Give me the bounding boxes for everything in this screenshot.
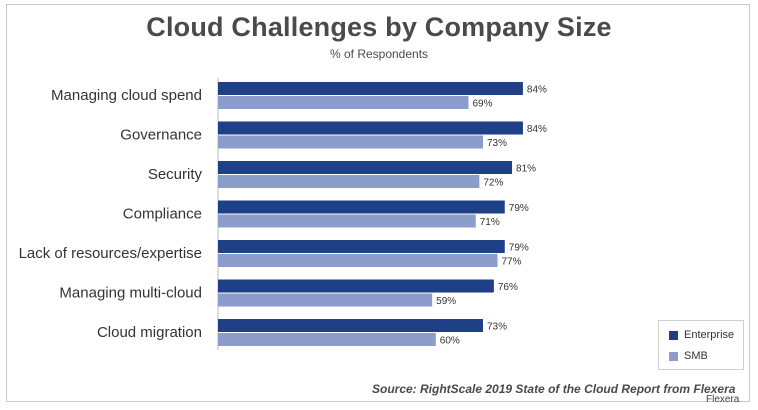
data-label-enterprise: 79% [509, 243, 529, 254]
chart-subtitle: % of Respondents [329, 47, 429, 61]
bar-enterprise [218, 82, 523, 95]
data-label-smb: 77% [502, 257, 522, 268]
category-label: Managing cloud spend [51, 87, 202, 104]
bar-smb [218, 96, 469, 109]
bar-smb [218, 254, 498, 267]
data-label-smb: 69% [472, 99, 492, 110]
category-label: Managing multi-cloud [59, 285, 202, 302]
data-label-smb: 71% [480, 217, 500, 228]
data-label-smb: 72% [483, 178, 503, 189]
category-label: Security [148, 166, 203, 183]
data-label-smb: 59% [436, 296, 456, 307]
category-label: Governance [120, 127, 202, 144]
bar-smb [218, 135, 483, 149]
chart-legend: Enterprise SMB [658, 320, 744, 370]
bar-enterprise [218, 121, 523, 135]
data-label-smb: 60% [440, 336, 460, 347]
data-label-smb: 73% [487, 138, 507, 149]
source-note: Source: RightScale 2019 State of the Clo… [372, 382, 736, 396]
watermark: Flexera [706, 394, 740, 405]
legend-label-enterprise: Enterprise [684, 329, 735, 341]
bar-smb [218, 175, 480, 188]
category-label: Lack of resources/expertise [19, 245, 202, 262]
data-label-enterprise: 73% [487, 322, 507, 333]
bar-enterprise [218, 200, 505, 214]
category-label: Compliance [123, 206, 202, 223]
data-label-enterprise: 79% [509, 203, 529, 214]
data-label-enterprise: 84% [527, 85, 547, 96]
legend-swatch-enterprise [669, 330, 678, 340]
bar-enterprise [218, 319, 483, 332]
bar-smb [218, 214, 476, 228]
chart-title: Cloud Challenges by Company Size [146, 12, 612, 42]
legend-item-enterprise: Enterprise [669, 329, 734, 341]
bar-enterprise [218, 279, 494, 293]
data-label-enterprise: 76% [498, 282, 518, 293]
bar-smb [218, 333, 436, 346]
data-label-enterprise: 84% [527, 124, 547, 135]
bar-enterprise [218, 240, 505, 253]
category-label: Cloud migration [97, 324, 202, 341]
legend-swatch-smb [669, 351, 678, 361]
legend-label-smb: SMB [684, 350, 708, 362]
bar-enterprise [218, 161, 513, 174]
legend-item-smb: SMB [669, 350, 708, 362]
bar-smb [218, 293, 433, 307]
data-label-enterprise: 81% [516, 164, 536, 175]
